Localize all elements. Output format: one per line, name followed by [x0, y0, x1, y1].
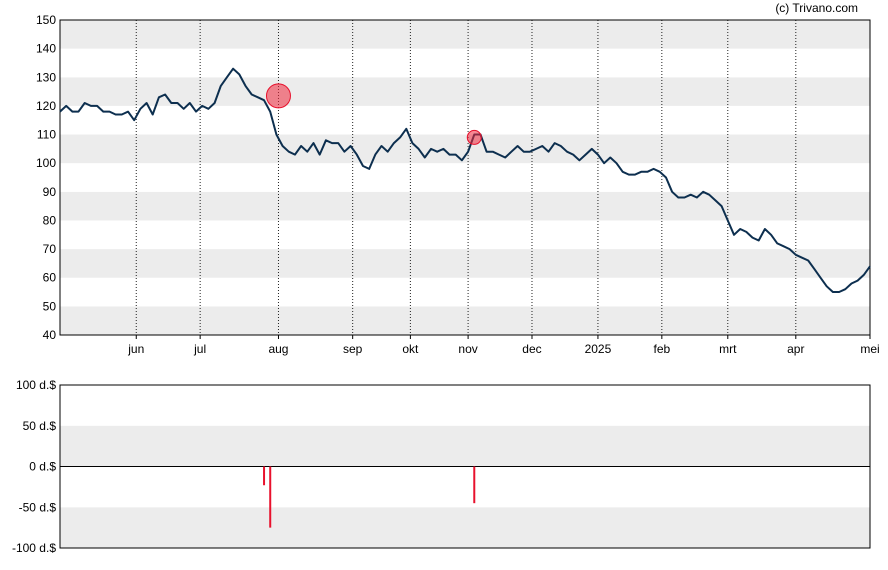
month-tick-label: apr: [787, 342, 804, 356]
price-y-tick-label: 70: [43, 242, 57, 256]
volume-band: [60, 507, 870, 548]
price-band: [60, 77, 870, 106]
price-y-tick-label: 130: [36, 70, 56, 84]
volume-band: [60, 385, 870, 426]
price-y-tick-label: 150: [36, 13, 56, 27]
month-tick-label: mei: [860, 342, 879, 356]
price-plot-bands: [60, 20, 870, 335]
price-plot-frame: [59, 19, 871, 336]
price-band: [60, 277, 870, 307]
month-tick-label: nov: [458, 342, 477, 356]
month-tick-label: sep: [343, 342, 363, 356]
price-band: [60, 105, 870, 135]
price-y-tick-label: 90: [43, 185, 57, 199]
insider-sell-marker: [265, 83, 291, 109]
volume-band: [60, 425, 870, 467]
price-band: [60, 20, 870, 49]
month-tick-label: jun: [127, 342, 144, 356]
price-band: [60, 249, 870, 278]
price-band: [60, 306, 870, 335]
volume-band: [60, 466, 870, 508]
month-tick-label: dec: [522, 342, 541, 356]
month-tick-label: feb: [653, 342, 670, 356]
month-tick-label: okt: [402, 342, 419, 356]
price-band: [60, 48, 870, 78]
month-tick-label: 2025: [585, 342, 612, 356]
price-y-tick-label: 120: [36, 99, 56, 113]
price-y-tick-label: 50: [43, 299, 57, 313]
price-band: [60, 163, 870, 192]
price-y-tick-label: 140: [36, 42, 56, 56]
month-tick-label: aug: [268, 342, 288, 356]
price-y-tick-label: 110: [37, 128, 56, 142]
price-y-tick-label: 40: [43, 328, 57, 342]
volume-plot-frame: [59, 384, 871, 549]
volume-y-tick-label: -50 d.$: [19, 500, 57, 514]
volume-plot-bands: [60, 385, 870, 548]
price-y-tick-label: 60: [43, 271, 57, 285]
price-series-line: [59, 67, 871, 293]
volume-y-tick-label: 0 d.$: [29, 460, 56, 474]
credit-label: (c) Trivano.com: [775, 1, 858, 15]
volume-y-tick-label: 50 d.$: [23, 419, 57, 433]
volume-y-tick-label: -100 d.$: [12, 541, 56, 555]
insider-sell-marker: [466, 129, 482, 145]
price-y-tick-label: 100: [36, 156, 56, 170]
volume-y-tick-label: 100 d.$: [16, 378, 56, 392]
month-tick-label: jul: [193, 342, 206, 356]
price-y-tick-label: 80: [43, 213, 57, 227]
price-band: [60, 191, 870, 221]
price-band: [60, 134, 870, 164]
month-tick-label: mrt: [719, 342, 737, 356]
